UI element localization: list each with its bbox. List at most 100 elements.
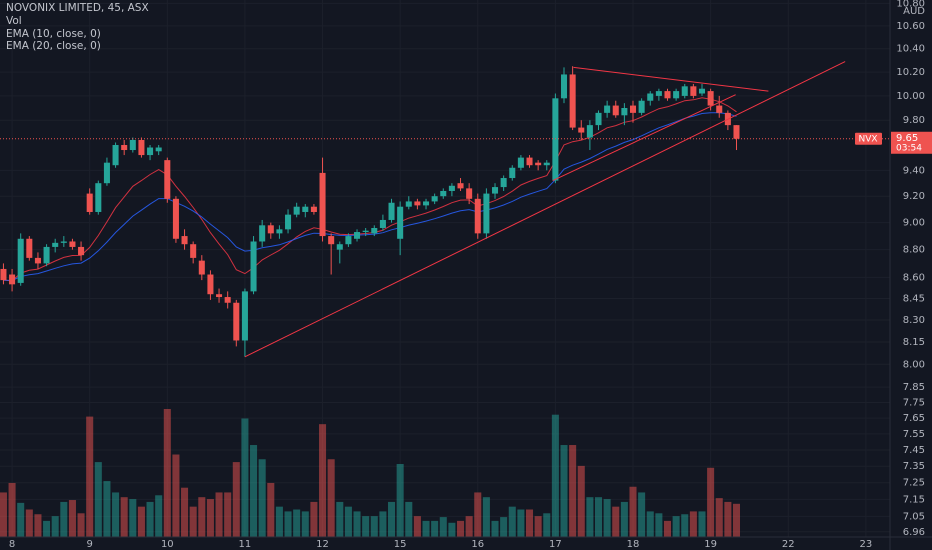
candle-body xyxy=(250,241,257,292)
candle-body xyxy=(276,229,283,234)
trend-line xyxy=(573,66,769,92)
volume-bar xyxy=(86,416,94,537)
volume-bar xyxy=(439,517,447,537)
x-tick-label: 17 xyxy=(549,539,562,550)
candle-body xyxy=(164,160,171,199)
candle-body xyxy=(474,198,481,234)
candle-body xyxy=(560,74,568,99)
candle-body xyxy=(147,147,154,156)
volume-bar xyxy=(353,511,361,537)
x-tick-label: 18 xyxy=(627,539,640,550)
candle-body xyxy=(673,91,680,99)
volume-bar xyxy=(551,414,559,537)
y-tick-label: 7.15 xyxy=(903,494,925,505)
volume-bar xyxy=(715,498,723,537)
candle-body xyxy=(466,188,473,199)
candle-body xyxy=(172,198,179,239)
volume-bar xyxy=(663,520,672,537)
x-tick-label: 19 xyxy=(704,539,717,550)
candle-body xyxy=(440,190,447,197)
candle-body xyxy=(526,157,533,166)
x-tick-label: 23 xyxy=(859,539,872,550)
volume-bar xyxy=(17,502,25,537)
candle-body xyxy=(604,105,611,113)
volume-bar xyxy=(0,492,7,537)
candle-body xyxy=(388,202,395,220)
ema-line xyxy=(3,97,737,282)
candle-body xyxy=(716,105,723,113)
volume-bar xyxy=(181,487,189,537)
candle-body xyxy=(267,225,274,234)
symbol-tag-box xyxy=(855,132,882,145)
candle-body xyxy=(500,178,507,188)
candle-body xyxy=(492,187,499,194)
volume-bar xyxy=(603,499,611,537)
candle-body xyxy=(285,214,292,230)
volume-bar xyxy=(525,509,534,537)
candle-body xyxy=(681,86,688,96)
volume-bar xyxy=(431,520,439,537)
volume-bar xyxy=(732,503,741,537)
candle-body xyxy=(483,193,490,234)
candle-body xyxy=(655,91,662,96)
candle-body xyxy=(129,140,136,151)
volume-bar xyxy=(629,486,637,537)
candle-body xyxy=(621,107,628,116)
volume-bar xyxy=(534,516,542,537)
volume-bar xyxy=(569,445,577,537)
volume-bar xyxy=(612,506,620,537)
volume-legend: Vol xyxy=(6,15,22,27)
volume-bar xyxy=(206,499,214,537)
price-tag: 9.65 xyxy=(896,133,918,144)
volume-pane xyxy=(0,409,741,537)
candle-body xyxy=(698,88,706,94)
candle-body xyxy=(535,162,542,166)
y-tick-label: 8.00 xyxy=(903,359,925,370)
candle-body xyxy=(595,112,602,126)
x-tick-label: 22 xyxy=(782,539,795,550)
volume-bar xyxy=(275,506,283,537)
volume-bar xyxy=(146,501,154,537)
candle-body xyxy=(302,206,309,212)
volume-bar xyxy=(413,516,421,537)
candle-body xyxy=(95,183,102,212)
volume-bar xyxy=(724,501,732,537)
volume-bar xyxy=(689,511,697,537)
candle-body xyxy=(310,206,317,212)
candle-body xyxy=(371,227,378,234)
volume-bar xyxy=(327,459,335,537)
axes: 10.80 10.60 10.40 10.20 10.00 9.80 9.40 9.20 9.0… xyxy=(9,0,932,550)
volume-bar xyxy=(448,522,456,537)
trend-line xyxy=(552,94,736,182)
candle-body xyxy=(638,100,645,113)
countdown: 03:54 xyxy=(896,143,922,153)
volume-bar xyxy=(474,492,482,537)
y-tick-label: 7.05 xyxy=(903,511,925,522)
candle-body xyxy=(448,185,455,191)
candle-body xyxy=(233,302,240,341)
candle-body xyxy=(190,244,197,258)
volume-bar xyxy=(163,409,171,537)
candle-body xyxy=(181,236,188,245)
candle-body xyxy=(690,86,697,96)
y-tick-label: 10.00 xyxy=(896,91,925,102)
volume-bar xyxy=(60,501,68,537)
candle-body xyxy=(155,147,162,152)
y-tick-label: 7.25 xyxy=(903,478,925,489)
y-tick-label: 10.20 xyxy=(896,67,925,78)
candle-body xyxy=(345,236,352,245)
volume-bar xyxy=(310,501,318,537)
x-tick-label: 15 xyxy=(394,539,407,550)
candle-body xyxy=(733,125,740,139)
candle-body xyxy=(86,193,93,212)
volume-bar xyxy=(267,482,275,537)
y-tick-label: 9.00 xyxy=(903,218,925,229)
candle-body xyxy=(379,219,386,228)
volume-bar xyxy=(215,492,223,537)
candle-body xyxy=(259,225,266,242)
volume-bar xyxy=(543,513,551,537)
volume-bar xyxy=(224,492,232,537)
volume-bar xyxy=(482,497,490,537)
candle-body xyxy=(405,201,412,207)
